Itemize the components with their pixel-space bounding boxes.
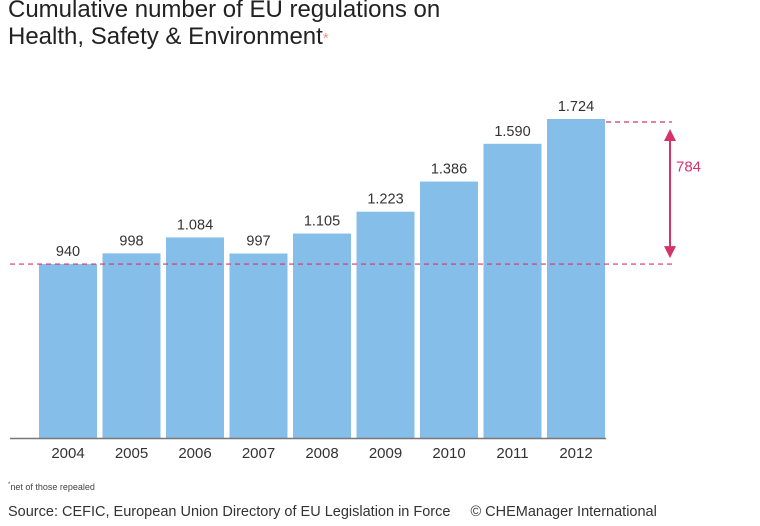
value-label-2004: 940	[56, 244, 80, 260]
x-tick-label-2004: 2004	[51, 445, 84, 462]
x-tick-label-2012: 2012	[559, 445, 592, 462]
difference-arrow-head-down	[664, 246, 676, 259]
bar-2011	[483, 143, 542, 438]
source-line: Source: CEFIC, European Union Directory …	[8, 504, 657, 520]
footnote: *net of those repealed	[8, 482, 95, 492]
footnote-text: net of those repealed	[10, 482, 95, 492]
x-tick-label-2005: 2005	[115, 445, 148, 462]
value-label-2007: 997	[246, 234, 270, 250]
x-tick-label-2006: 2006	[178, 445, 211, 462]
x-tick-label-2009: 2009	[369, 445, 402, 462]
value-label-2005: 998	[119, 233, 143, 249]
value-label-2009: 1.223	[367, 192, 403, 208]
x-tick-label-2011: 2011	[496, 445, 528, 462]
value-label-2011: 1.590	[494, 124, 530, 140]
bar-2006	[166, 237, 224, 438]
value-label-2008: 1.105	[304, 214, 340, 230]
bar-2012	[547, 119, 605, 438]
difference-arrow-head-up	[664, 129, 676, 141]
source-text: Source: CEFIC, European Union Directory …	[8, 504, 451, 520]
bar-2007	[229, 253, 288, 438]
value-label-2012: 1.724	[558, 99, 594, 115]
chart-title-line-2: Health, Safety & Environment*	[8, 23, 440, 50]
bar-2004	[39, 264, 97, 438]
chart-title-line-1: Cumulative number of EU regulations on	[8, 0, 441, 23]
x-tick-label-2007: 2007	[242, 445, 275, 462]
difference-label: 784	[676, 159, 701, 176]
chart-title: Cumulative number of EU regulations on H…	[8, 0, 440, 50]
source-credit: © CHEManager International	[470, 504, 657, 520]
x-tick-label-2010: 2010	[432, 445, 465, 462]
value-label-2010: 1.386	[431, 162, 467, 178]
bar-2010	[420, 181, 478, 439]
x-tick-label-2008: 2008	[305, 445, 338, 462]
bar-2005	[102, 253, 161, 438]
bar-2008	[293, 233, 351, 438]
title-asterisk: *	[322, 30, 329, 47]
value-label-2006: 1.084	[177, 217, 213, 233]
bar-2009	[356, 211, 415, 438]
footnote-marker: *	[8, 482, 11, 488]
chart-title-line-2-text: Health, Safety & Environment	[8, 23, 323, 50]
